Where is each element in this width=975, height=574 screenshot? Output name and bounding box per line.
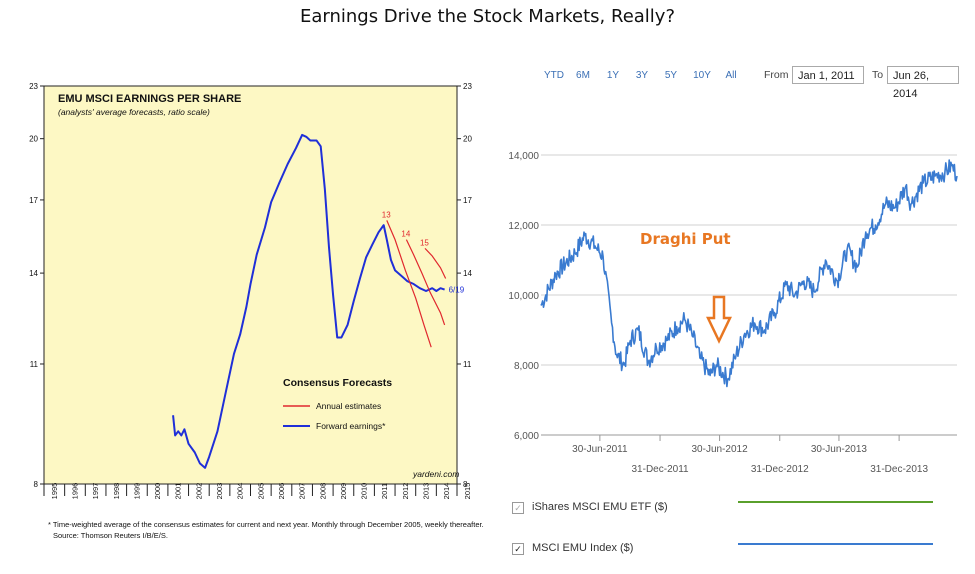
draghi-put-label: Draghi Put [640,230,731,248]
forward-earnings-line [172,133,445,469]
eps-ytick-left: 23 [29,82,38,91]
eps-xtick-label: 2014 [442,483,451,500]
eps-end-label: 6/19 [449,286,465,295]
eps-xtick-label: 2010 [360,483,369,500]
range-button-1y[interactable]: 1Y [607,70,620,81]
eps-ytick-left: 8 [34,480,39,489]
eps-xtick-label: 2005 [256,483,265,500]
eps-series: 6/19 13 14 15 [172,133,465,469]
eps-xtick-label: 1998 [112,483,121,500]
eps-xtick-label: 1999 [132,483,141,500]
annual-estimate-label: 13 [382,210,391,219]
draghi-annotation: Draghi Put [640,230,732,344]
range-selector: YTD 6M 1Y 3Y 5Y 10Y All [544,70,737,81]
eps-chart-subtitle: (analysts' average forecasts, ratio scal… [58,107,210,117]
msci-series [540,159,958,388]
etf-checkbox[interactable]: ✓ [512,502,524,514]
eps-ytick-right: 17 [463,196,472,205]
eps-xtick-label: 2012 [401,483,410,500]
msci-xtick-label: 30-Jun-2012 [691,444,748,455]
eps-ytick-left: 20 [29,135,38,144]
to-date-input[interactable]: Jun 26, 2014 [887,66,959,100]
eps-ytick-left: 11 [30,360,39,369]
annual-estimate-line-13 [386,220,432,348]
msci-xtick-label: 31-Dec-2012 [751,464,809,475]
msci-xtick-label: 30-Jun-2013 [811,444,868,455]
eps-xtick-label: 2009 [339,483,348,500]
annual-estimate-line-14 [405,239,446,326]
eps-ytick-left: 17 [29,196,38,205]
eps-xtick-label: 2000 [153,483,162,500]
etf-legend-label: iShares MSCI EMU ETF ($) [532,501,668,513]
eps-xtick-label: 2008 [318,483,327,500]
eps-ytick-left: 14 [29,269,38,278]
eps-xtick-label: 1996 [70,483,79,500]
eps-xtick-label: 2006 [277,483,286,500]
eps-chart-title: EMU MSCI EARNINGS PER SHARE [58,93,241,105]
range-button-3y[interactable]: 3Y [636,70,649,81]
msci-grid: 6,000 8,000 10,000 12,000 14,000 30-Jun-2011 3… [508,151,957,475]
eps-xtick-label: 2002 [194,483,203,500]
range-button-6m[interactable]: 6M [576,70,590,81]
draghi-arrow-icon [706,295,732,344]
msci-emu-index-line [540,159,958,388]
range-button-all[interactable]: All [725,70,736,81]
msci-ytick-label: 14,000 [508,151,539,162]
msci-xtick-label: 31-Dec-2011 [632,464,690,475]
eps-ytick-right: 11 [463,360,472,369]
eps-source: Source: Thomson Reuters I/B/E/S. [53,531,168,540]
range-button-10y[interactable]: 10Y [693,70,711,81]
annual-estimate-line-15 [424,247,447,279]
msci-xtick-label: 31-Dec-2013 [870,464,928,475]
eps-xtick-label: 1997 [91,483,100,500]
legend-forward-label: Forward earnings* [316,421,386,431]
annual-estimate-label: 15 [420,238,429,247]
to-label: To [872,69,883,81]
msci-xtick-label: 30-Jun-2011 [572,444,628,455]
eps-xtick-label: 2013 [422,483,431,500]
annual-estimate-label: 14 [401,230,410,239]
legend-annual-label: Annual estimates [316,401,381,411]
range-button-5y[interactable]: 5Y [665,70,678,81]
msci-ytick-label: 6,000 [514,431,539,442]
from-date-input[interactable]: Jan 1, 2011 [792,66,864,84]
msci-ytick-label: 10,000 [508,291,539,302]
eps-xtick-label: 2001 [174,483,183,500]
eps-xtick-label: 2011 [380,483,389,499]
eps-ytick-right: 8 [463,480,468,489]
msci-ytick-label: 12,000 [508,221,539,232]
from-label: From [764,69,789,81]
eps-ytick-right: 14 [463,269,472,278]
eps-footnote: * Time-weighted average of the consensus… [48,520,484,529]
etf-legend-item[interactable]: ✓ iShares MSCI EMU ETF ($) [512,501,668,514]
msci-checkbox[interactable]: ✓ [512,543,524,555]
msci-legend-label: MSCI EMU Index ($) [532,542,634,554]
eps-xtick-label: 2003 [215,483,224,500]
eps-legend-title: Consensus Forecasts [283,377,392,389]
range-button-ytd[interactable]: YTD [544,70,564,81]
eps-axes: 8 8 11 11 14 14 17 17 20 20 23 23 1995 1996 1997 1998 19… [29,82,472,499]
eps-xtick-label: 2004 [236,483,245,500]
watermark-text: yardeni.com [412,469,459,479]
eps-ytick-right: 20 [463,135,472,144]
msci-ytick-label: 8,000 [514,361,539,372]
msci-chart: YTD 6M 1Y 3Y 5Y 10Y All From To 6,000 8,000 10,0… [508,69,958,545]
eps-ytick-right: 23 [463,82,472,91]
eps-xtick-label: 2007 [298,483,307,500]
page-title: Earnings Drive the Stock Markets, Really… [299,6,676,27]
eps-xtick-label: 1995 [50,483,59,500]
msci-legend-item[interactable]: ✓ MSCI EMU Index ($) [512,542,633,555]
eps-chart: 8 8 11 11 14 14 17 17 20 20 23 23 1995 1996 1997 1998 19… [29,82,484,540]
eps-xtick-label: 2015 [463,483,472,500]
